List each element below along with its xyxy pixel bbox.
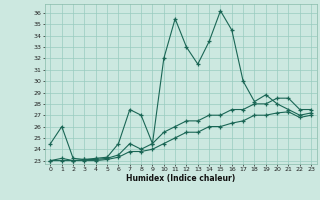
X-axis label: Humidex (Indice chaleur): Humidex (Indice chaleur) [126, 174, 236, 183]
